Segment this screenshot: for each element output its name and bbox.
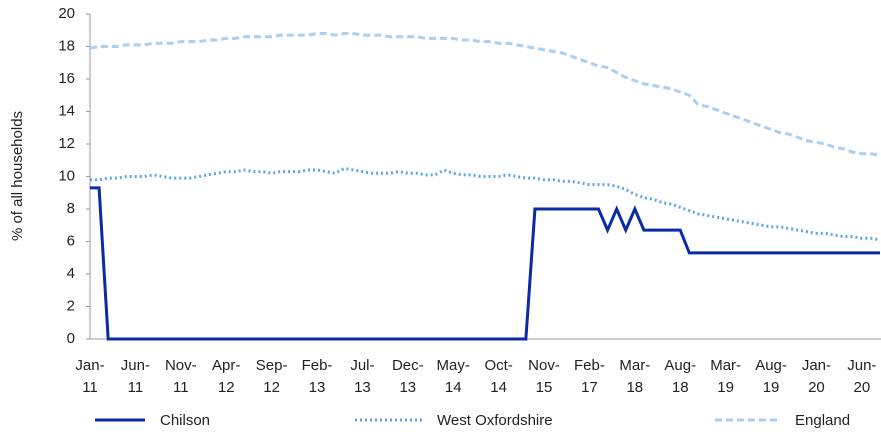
x-tick-label: Oct-14	[484, 357, 512, 396]
x-tick-label: Feb-17	[574, 357, 605, 396]
series-line	[90, 166, 881, 242]
x-tick-label: Jun-11	[121, 357, 150, 396]
x-tick-label: Mar-19	[710, 357, 741, 396]
legend-label: Chilson	[160, 412, 210, 429]
x-tick-label: Aug-18	[664, 357, 696, 396]
x-tick-label: Feb-13	[302, 357, 333, 396]
x-tick-label: May-14	[437, 357, 470, 396]
legend-label: West Oxfordshire	[437, 412, 553, 429]
x-tick-label: Jan-20	[802, 357, 831, 396]
x-tick-label: Jul-13	[350, 357, 374, 396]
x-tick-label: Apr-12	[212, 357, 240, 396]
y-axis-label: % of all households	[9, 111, 26, 241]
series-line	[90, 186, 880, 341]
legend-label: England	[795, 412, 850, 429]
y-tick-label: 14	[58, 102, 75, 119]
y-tick-label: 8	[67, 200, 75, 217]
y-tick-label: 12	[58, 135, 75, 152]
x-tick-label: Aug-19	[755, 357, 787, 396]
x-tick-label: Jun-20	[847, 357, 876, 396]
y-tick-label: 18	[58, 37, 75, 54]
series-line	[89, 32, 881, 157]
x-tick-label: Sep-12	[256, 357, 288, 396]
y-tick-label: 16	[58, 70, 75, 87]
y-tick-label: 2	[67, 297, 75, 314]
y-tick-label: 0	[67, 330, 75, 347]
y-tick-label: 6	[67, 232, 75, 249]
x-tick-label: Mar-18	[619, 357, 650, 396]
y-tick-label: 10	[58, 167, 75, 184]
x-tick-label: Dec-13	[392, 357, 424, 396]
y-tick-label: 20	[58, 5, 75, 22]
y-tick-label: 4	[67, 265, 75, 282]
x-tick-label: Jan-11	[75, 357, 104, 396]
x-tick-label: Nov-11	[165, 357, 197, 396]
x-tick-label: Nov-15	[528, 357, 560, 396]
